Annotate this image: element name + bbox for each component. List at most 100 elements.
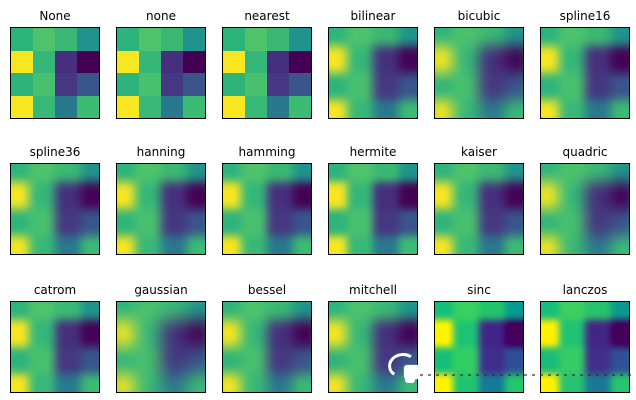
heatmap-cell [245, 28, 267, 51]
heatmap-cell [161, 320, 187, 347]
subplot-title: catrom [33, 283, 77, 297]
heatmap-cell [504, 164, 523, 183]
heatmap-cell [55, 373, 81, 392]
subplot-title: none [146, 9, 176, 23]
heatmap-cell [161, 164, 187, 183]
heatmap-cell [585, 73, 611, 100]
heatmap-cell [292, 235, 311, 254]
heatmap-cell [11, 373, 30, 392]
heatmap-cell [347, 347, 373, 374]
heatmap-cell [241, 164, 267, 183]
heatmap-cell [610, 46, 629, 73]
heatmap-cell [585, 302, 611, 321]
heatmap-cell [223, 209, 242, 236]
heatmap-cell [11, 95, 33, 118]
heatmap-cell [186, 164, 205, 183]
heatmap-cell [139, 28, 161, 51]
heatmap-cell [55, 95, 77, 118]
heatmap-cell [267, 50, 289, 73]
heatmap-cell [183, 50, 205, 73]
heatmap-cell [267, 373, 293, 392]
subplot-title: spline16 [559, 9, 611, 23]
subplot-title: hanning [136, 145, 186, 159]
heatmap-cell [347, 28, 373, 47]
heatmap-cell [161, 302, 187, 321]
heatmap-cell [541, 28, 560, 47]
subplot-title: bilinear [350, 9, 396, 23]
heatmap-cell [373, 347, 399, 374]
pixel-grid [223, 164, 311, 254]
heatmap-cell [55, 50, 77, 73]
interpolated-image [222, 301, 312, 393]
heatmap-cell [11, 164, 30, 183]
subplot-none: none [116, 8, 206, 119]
heatmap-cell [585, 46, 611, 73]
heatmap-cell [559, 182, 585, 209]
mouse-cursor-icon[interactable] [404, 365, 423, 383]
heatmap-cell [11, 73, 33, 96]
heatmap-cell [347, 99, 373, 118]
subplot-quadric: quadric [540, 144, 630, 255]
subplot-title: spline36 [29, 145, 81, 159]
heatmap-cell [504, 347, 523, 374]
heatmap-cell [267, 320, 293, 347]
interpolated-image [540, 27, 630, 119]
heatmap-cell [559, 302, 585, 321]
heatmap-cell [241, 347, 267, 374]
heatmap-cell [161, 347, 187, 374]
heatmap-cell [479, 302, 505, 321]
heatmap-cell [292, 164, 311, 183]
heatmap-cell [223, 302, 242, 321]
subplot-title: mitchell [349, 283, 397, 297]
heatmap-cell [373, 46, 399, 73]
heatmap-cell [610, 73, 629, 100]
heatmap-cell [610, 28, 629, 47]
interpolated-image [116, 301, 206, 393]
heatmap-cell [453, 209, 479, 236]
subplot-title: None [39, 9, 71, 23]
heatmap-cell [479, 46, 505, 73]
heatmap-cell [135, 320, 161, 347]
heatmap-cell [117, 209, 136, 236]
heatmap-cell [504, 99, 523, 118]
subplot-kaiser: kaiser [434, 144, 524, 255]
heatmap-cell [347, 235, 373, 254]
heatmap-cell [453, 302, 479, 321]
heatmap-cell [585, 28, 611, 47]
subplot-title: kaiser [461, 145, 497, 159]
heatmap-cell [161, 182, 187, 209]
heatmap-cell [435, 182, 454, 209]
heatmap-cell [559, 235, 585, 254]
pixel-grid [11, 302, 99, 392]
heatmap-cell [245, 95, 267, 118]
heatmap-cell [453, 73, 479, 100]
subplot-hermite: hermite [328, 144, 418, 255]
interpolated-image [10, 301, 100, 393]
heatmap-cell [161, 73, 183, 96]
subplot-sinc: sinc [434, 282, 524, 393]
heatmap-cell [135, 235, 161, 254]
heatmap-cell [117, 95, 139, 118]
heatmap-cell [55, 235, 81, 254]
heatmap-cell [161, 95, 183, 118]
heatmap-cell [55, 182, 81, 209]
heatmap-cell [223, 373, 242, 392]
heatmap-cell [610, 320, 629, 347]
heatmap-cell [585, 182, 611, 209]
heatmap-cell [398, 209, 417, 236]
heatmap-cell [267, 182, 293, 209]
heatmap-cell [223, 164, 242, 183]
heatmap-cell [585, 164, 611, 183]
interpolated-image [116, 163, 206, 255]
heatmap-cell [453, 99, 479, 118]
heatmap-cell [479, 347, 505, 374]
subplot-nearest: nearest [222, 8, 312, 119]
heatmap-cell [29, 235, 55, 254]
heatmap-cell [610, 235, 629, 254]
heatmap-cell [435, 209, 454, 236]
subplot-hamming: hamming [222, 144, 312, 255]
subplot-mitchell: mitchell [328, 282, 418, 393]
pixel-grid [11, 28, 99, 118]
pixel-grid [117, 28, 205, 118]
